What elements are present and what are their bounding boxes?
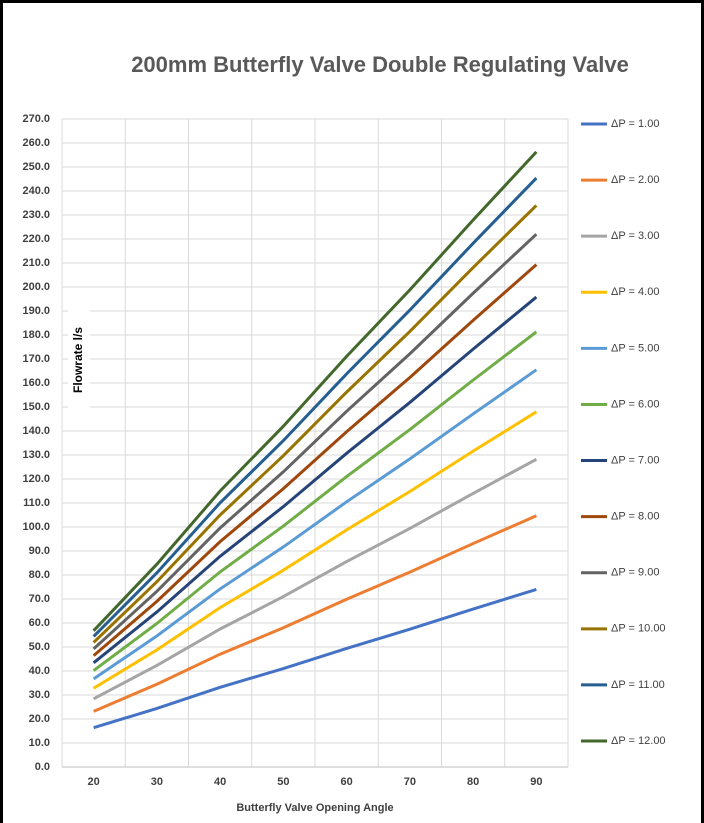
y-tick-label: 200.0: [22, 281, 50, 293]
y-tick-label: 270.0: [22, 113, 50, 125]
y-tick-label: 130.0: [22, 449, 50, 461]
y-tick-label: 190.0: [22, 305, 50, 317]
series-line: [92, 233, 538, 651]
legend-label: ΔP = 9.00: [611, 567, 659, 579]
x-axis-label: Butterfly Valve Opening Angle: [236, 802, 393, 814]
y-tick-label: 60.0: [29, 617, 50, 629]
x-tick-label: 30: [151, 776, 163, 788]
x-tick-label: 50: [277, 776, 289, 788]
series-line: [92, 263, 538, 657]
y-tick-label: 180.0: [22, 329, 50, 341]
legend-label: ΔP = 11.00: [611, 679, 665, 691]
y-tick-label: 40.0: [29, 665, 50, 677]
legend-label: ΔP = 1.00: [611, 118, 659, 130]
legend-label: ΔP = 12.00: [611, 735, 666, 747]
x-tick-label: 70: [404, 776, 416, 788]
y-tick-label: 230.0: [22, 209, 50, 221]
y-tick-label: 90.0: [29, 545, 50, 557]
y-tick-label: 210.0: [22, 257, 50, 269]
y-tick-label: 220.0: [22, 233, 50, 245]
y-tick-label: 50.0: [29, 641, 50, 653]
series-line: [93, 514, 537, 713]
y-axis-label: Flowrate l/s: [71, 327, 85, 393]
legend-label: ΔP = 10.00: [611, 623, 666, 635]
legend-label: ΔP = 3.00: [611, 230, 659, 242]
series-line: [93, 587, 537, 730]
legend-label: ΔP = 5.00: [611, 342, 659, 354]
x-tick-label: 90: [530, 776, 542, 788]
y-tick-label: 0.0: [35, 761, 50, 773]
y-tick-label: 250.0: [22, 161, 50, 173]
series-line: [92, 368, 538, 681]
series-line: [92, 204, 538, 644]
series-line: [92, 150, 538, 632]
legend-label: ΔP = 6.00: [611, 398, 659, 410]
y-tick-label: 10.0: [29, 737, 50, 749]
y-tick-label: 120.0: [22, 473, 50, 485]
series-line: [92, 410, 538, 690]
y-tick-label: 20.0: [29, 713, 50, 725]
x-tick-label: 60: [341, 776, 353, 788]
series-line: [92, 295, 538, 665]
y-tick-label: 140.0: [22, 425, 50, 437]
y-tick-label: 240.0: [22, 185, 50, 197]
chart-title: 200mm Butterfly Valve Double Regulating …: [131, 52, 629, 77]
series-line: [92, 176, 538, 638]
x-tick-label: 80: [467, 776, 479, 788]
y-tick-label: 260.0: [22, 137, 50, 149]
legend-label: ΔP = 8.00: [611, 511, 659, 523]
legend-label: ΔP = 4.00: [611, 286, 659, 298]
x-tick-label: 40: [214, 776, 226, 788]
y-tick-label: 160.0: [22, 377, 50, 389]
series-line: [92, 457, 538, 701]
legend-label: ΔP = 2.00: [611, 174, 659, 186]
legend-label: ΔP = 7.00: [611, 454, 659, 466]
y-tick-label: 70.0: [29, 593, 50, 605]
y-label-bg: [68, 305, 90, 415]
series-line: [92, 330, 538, 672]
y-tick-label: 30.0: [29, 689, 50, 701]
y-tick-label: 80.0: [29, 569, 50, 581]
y-tick-label: 150.0: [22, 401, 50, 413]
y-tick-label: 170.0: [22, 353, 50, 365]
y-tick-label: 100.0: [22, 521, 50, 533]
y-tick-label: 110.0: [23, 497, 50, 509]
x-tick-label: 20: [88, 776, 100, 788]
